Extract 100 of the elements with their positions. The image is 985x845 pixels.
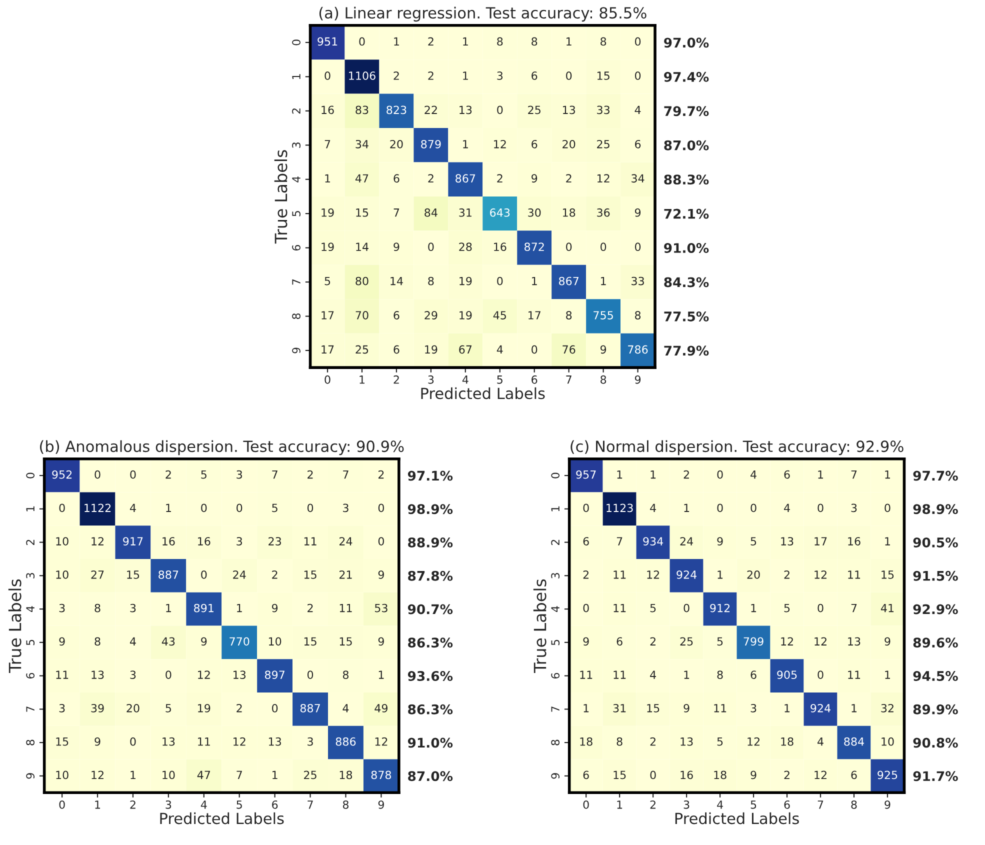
x-tick-label: 6 [272, 800, 278, 809]
y2-tick-label: 90.5% [913, 538, 958, 548]
data-label: 0 [359, 37, 365, 46]
data-label: 8 [532, 37, 538, 46]
data-label: 19 [322, 242, 334, 252]
data-label: 1 [584, 704, 589, 712]
data-label: 11 [848, 570, 860, 579]
data-label: 9 [378, 637, 384, 646]
data-label: 1 [130, 770, 136, 779]
data-label: 5 [784, 604, 790, 612]
data-label: 1 [885, 670, 890, 679]
data-label: 0 [201, 570, 207, 579]
data-label: 0 [684, 604, 690, 612]
data-label: 5 [201, 470, 206, 479]
data-label: 4 [650, 504, 656, 512]
y2-tick-label: 84.3% [664, 277, 709, 288]
data-label: 49 [374, 704, 388, 712]
data-label: 33 [597, 106, 610, 114]
x-tick-label: 4 [200, 800, 207, 809]
data-label: 2 [684, 470, 689, 479]
data-label: 9 [634, 208, 641, 217]
y-tick-label: 7 [292, 279, 300, 285]
y2-tick-label: 91.7% [913, 771, 958, 782]
y2-tick-label: 88.3% [664, 174, 709, 185]
y-tick-label: 8 [292, 313, 300, 320]
data-label: 14 [390, 276, 403, 286]
data-label: 12 [814, 770, 826, 779]
y2-tick-label: 87.0% [664, 140, 709, 150]
data-label: 17 [528, 311, 540, 320]
data-label: 11 [614, 570, 626, 579]
data-label: 47 [197, 770, 210, 779]
data-label: 1 [325, 174, 330, 182]
data-label: 1 [272, 770, 278, 779]
data-label: 1 [684, 670, 690, 679]
data-label: 2 [784, 570, 790, 579]
x-tick-label: 4 [462, 376, 468, 384]
data-label: 13 [848, 637, 860, 646]
data-label: 15 [340, 637, 352, 646]
data-label: 6 [851, 770, 857, 780]
data-label: 8 [566, 311, 572, 320]
y2-tick-label: 97.7% [913, 470, 958, 481]
data-label: 0 [497, 276, 503, 286]
data-label: 9 [684, 704, 690, 712]
x-tick-label: 7 [566, 376, 572, 384]
data-label: 13 [781, 537, 794, 546]
data-label: 3 [236, 470, 242, 479]
y-tick-label: 6 [292, 244, 300, 251]
data-label: 12 [814, 570, 826, 579]
data-label: 12 [198, 670, 210, 679]
data-label: 76 [562, 345, 576, 354]
data-label: 18 [781, 737, 794, 746]
data-label: 0 [378, 504, 384, 512]
y-tick-label: 9 [551, 773, 560, 779]
data-label: 16 [322, 106, 334, 114]
y-tick-label: 9 [26, 773, 35, 779]
data-label: 16 [162, 537, 175, 546]
data-label: 12 [92, 537, 104, 546]
y-tick-label: 9 [292, 348, 300, 354]
y-tick-label: 0 [292, 40, 300, 46]
data-label: 3 [130, 670, 136, 680]
data-label: 957 [576, 470, 596, 479]
data-label: 3 [497, 72, 503, 80]
data-label: 2 [272, 570, 278, 579]
y2-tick-label: 97.1% [408, 470, 453, 481]
data-label: 11 [848, 670, 860, 679]
data-label: 0 [236, 504, 242, 512]
data-label: 8 [342, 670, 349, 680]
data-label: 3 [130, 604, 136, 612]
data-label: 4 [784, 504, 790, 512]
data-label: 1 [463, 37, 468, 46]
y-tick-label: 1 [292, 74, 300, 79]
data-label: 13 [680, 737, 693, 746]
data-label: 1 [650, 470, 656, 479]
data-label: 8 [600, 37, 606, 46]
data-label: 9 [94, 737, 100, 746]
data-label: 7 [851, 604, 857, 612]
x-tick-label: 0 [324, 375, 330, 384]
data-label: 755 [594, 311, 613, 320]
data-label: 4 [650, 670, 656, 679]
data-label: 1 [166, 604, 171, 612]
data-label: 20 [747, 570, 760, 579]
data-label: 3 [236, 537, 242, 546]
data-label: 1 [885, 470, 890, 479]
data-label: 0 [583, 504, 589, 512]
y2-tick-label: 88.9% [408, 538, 453, 548]
data-label: 17 [814, 537, 827, 546]
data-label: 4 [342, 704, 349, 712]
data-label: 11 [580, 670, 592, 679]
data-label: 84 [424, 208, 438, 217]
y2-tick-label: 86.3% [408, 638, 453, 648]
data-label: 12 [92, 770, 104, 779]
y2-tick-label: 93.6% [408, 671, 453, 681]
data-label: 0 [59, 504, 65, 512]
data-label: 0 [272, 704, 278, 712]
y-tick-label: 0 [26, 472, 35, 478]
data-label: 7 [394, 208, 400, 217]
y2-tick-label: 86.3% [408, 704, 453, 714]
data-label: 6 [532, 140, 538, 148]
y-tick-label: 1 [551, 506, 560, 512]
data-label: 15 [597, 72, 610, 80]
